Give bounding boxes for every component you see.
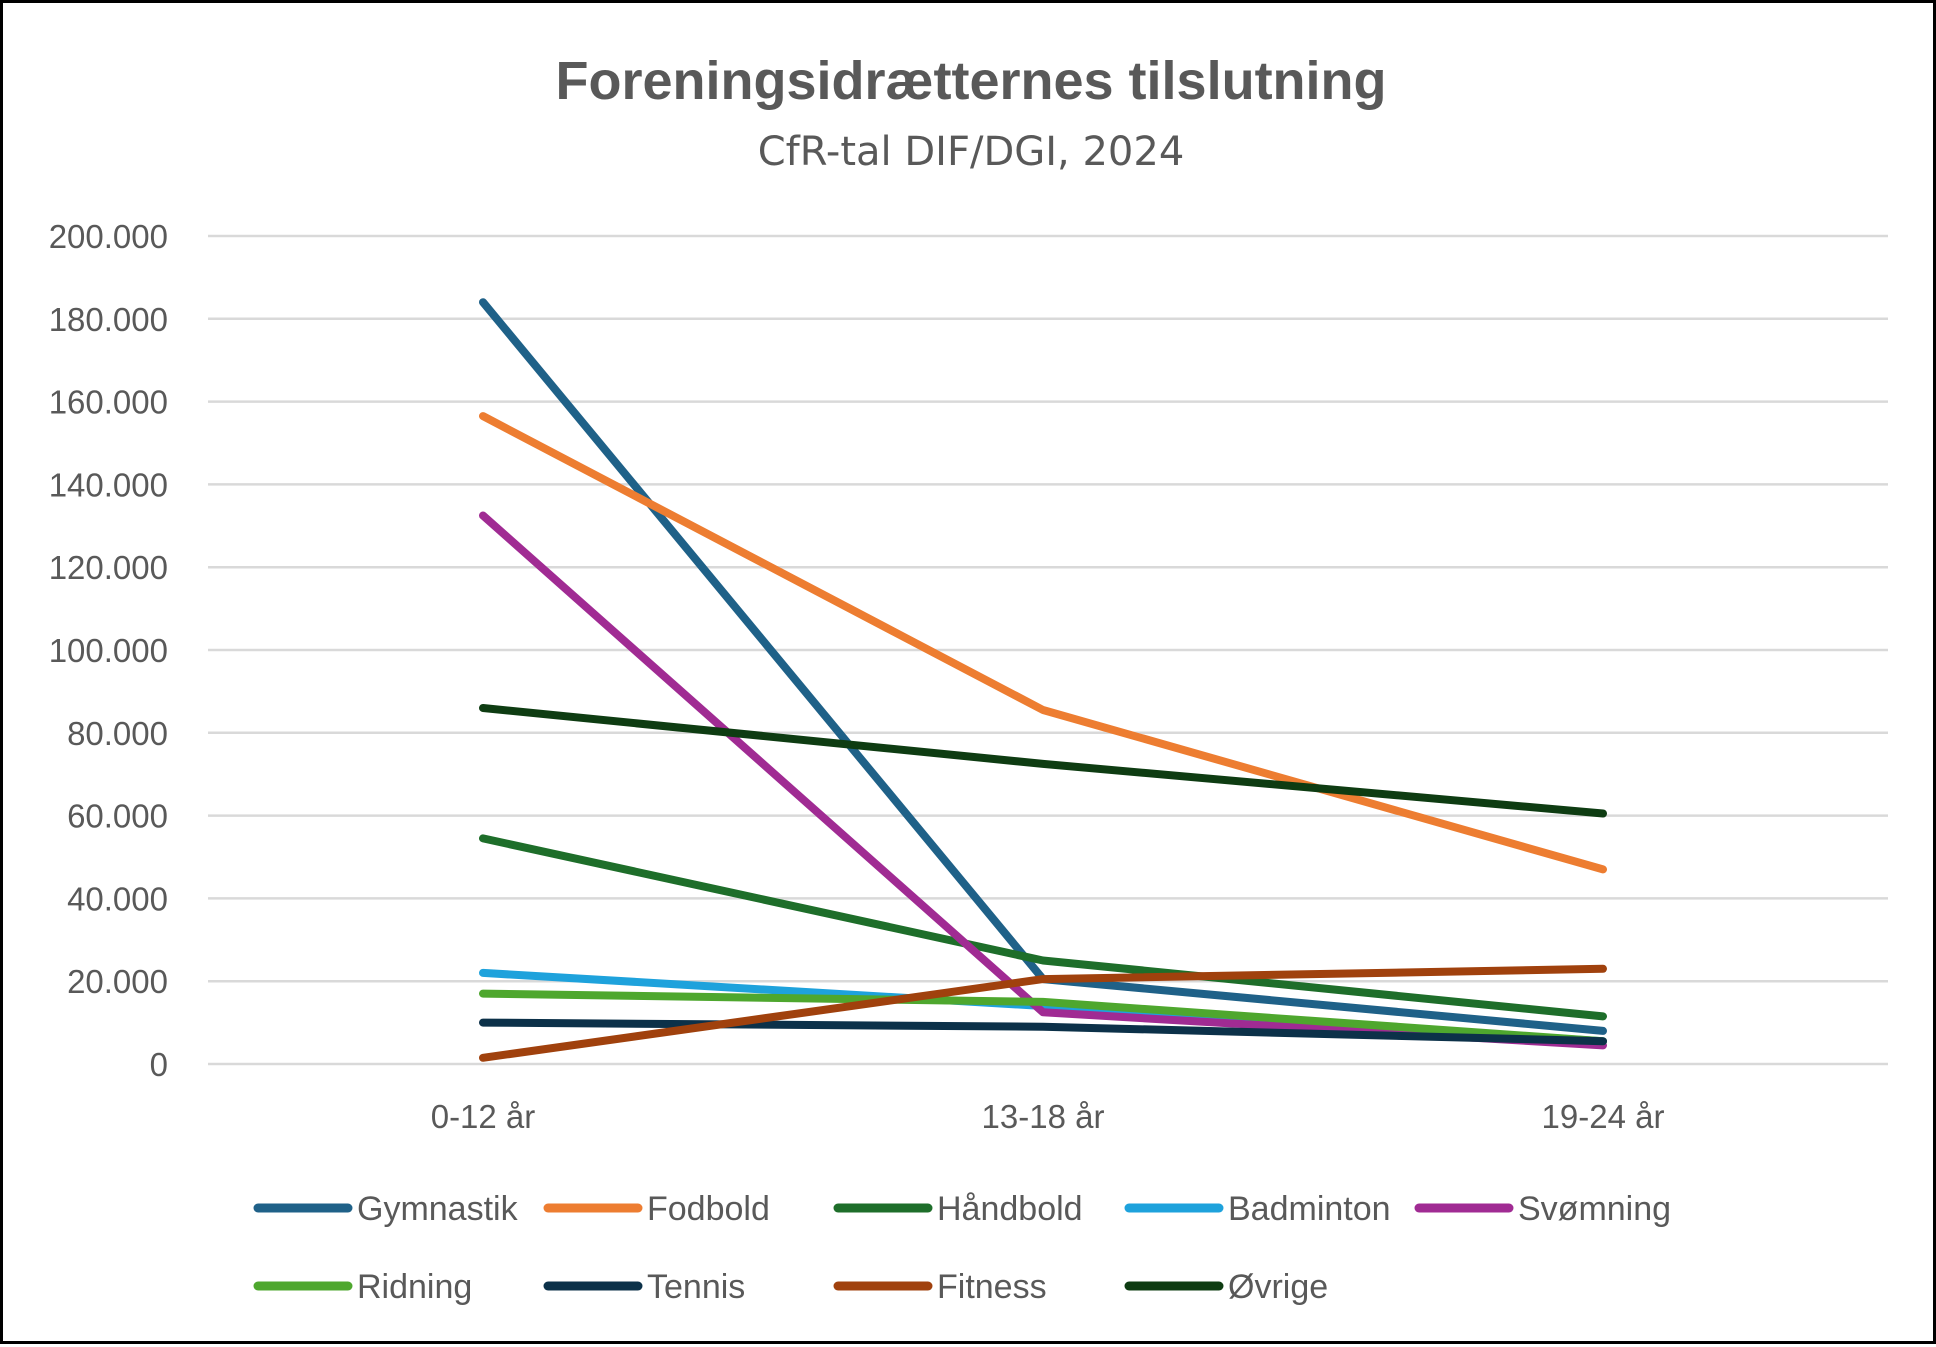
series-line-svømning [479, 511, 1607, 1050]
x-tick-label: 13-18 år [982, 1098, 1105, 1135]
series-line-fitness [479, 964, 1607, 1062]
gridlines [208, 234, 1888, 1066]
y-tick-label: 120.000 [49, 549, 168, 586]
y-tick-label: 20.000 [67, 963, 168, 1000]
x-tick-label: 0-12 år [431, 1098, 536, 1135]
legend-label-badminton: Badminton [1228, 1190, 1391, 1228]
series-line-håndbold [479, 834, 1607, 1021]
y-tick-label: 100.000 [49, 632, 168, 669]
legend: Gymnastik Fodbold Håndbold Badminton Svømnin… [253, 1190, 1671, 1306]
series-line-øvrige [479, 704, 1607, 818]
legend-label-øvrige: Øvrige [1228, 1268, 1328, 1306]
y-tick-label: 60.000 [67, 798, 168, 835]
legend-label-håndbold: Håndbold [937, 1190, 1083, 1228]
line-chart: Foreningsidrætternes tilslutning CfR-tal… [49, 51, 1888, 1306]
series-lines [479, 298, 1607, 1062]
y-tick-label: 0 [150, 1046, 168, 1083]
legend-label-fitness: Fitness [937, 1268, 1047, 1306]
chart-subtitle: CfR-tal DIF/DGI, 2024 [758, 129, 1185, 175]
series-line-fodbold [479, 412, 1607, 874]
series-line-tennis [479, 1018, 1607, 1046]
legend-label-fodbold: Fodbold [647, 1190, 770, 1228]
legend-label-tennis: Tennis [647, 1268, 745, 1306]
chart-title: Foreningsidrætternes tilslutning [555, 51, 1386, 111]
y-tick-label: 80.000 [67, 715, 168, 752]
x-axis-ticks: 0-12 år 13-18 år 19-24 år [431, 1098, 1665, 1135]
legend-label-svømning: Svømning [1518, 1190, 1671, 1228]
x-tick-label: 19-24 år [1542, 1098, 1665, 1135]
y-tick-label: 40.000 [67, 880, 168, 917]
y-axis-ticks: 0 20.000 40.000 60.000 80.000 100.000 120.000 1… [49, 218, 168, 1083]
series-line-ridning [479, 989, 1607, 1046]
y-tick-label: 160.000 [49, 384, 168, 421]
y-tick-label: 140.000 [49, 466, 168, 503]
y-tick-label: 200.000 [49, 218, 168, 255]
legend-label-gymnastik: Gymnastik [357, 1190, 519, 1228]
y-tick-label: 180.000 [49, 301, 168, 338]
legend-label-ridning: Ridning [357, 1268, 472, 1306]
